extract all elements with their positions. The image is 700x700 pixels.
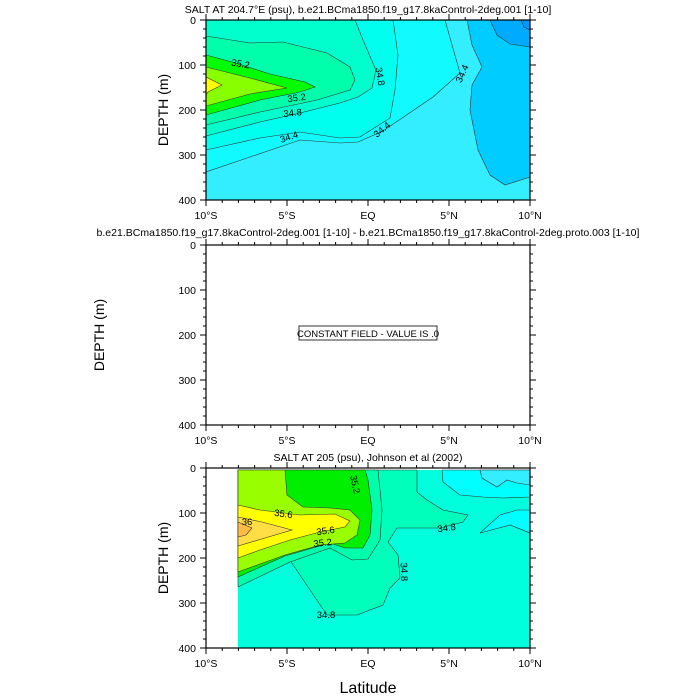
band-34.2 [466,20,530,186]
contour-label: 35.6 [316,525,336,538]
contour-label: 35.2 [230,58,250,72]
constant-field-annotation: CONSTANT FIELD - VALUE IS .0 [297,329,439,340]
y-tick-label: 100 [178,285,196,297]
contour-label: 34.8 [372,67,386,87]
x-tick-label: 10°S [195,210,218,222]
x-tick-label: 5°S [278,658,295,670]
y-tick-label: 200 [178,330,196,342]
contour-label: 34.8 [283,107,303,120]
y-tick-label: 300 [178,375,196,387]
contour-labels: 35.2 35.2 34.8 34.4 34.8 34.4 34.4 [230,58,471,146]
band-36.0 [237,521,253,538]
panel-model-salinity: SALT AT 204.7°E (psu), b.e21.BCma1850.f1… [155,4,551,222]
band-35.8 [237,516,294,547]
y-tick-label: 200 [178,553,196,565]
y-tick-label: 400 [178,643,196,655]
x-tick-label: EQ [360,435,375,447]
contour-label: 35.6 [273,508,293,521]
y-axis-label: DEPTH (m) [91,299,107,371]
y-tick-label: 400 [178,420,196,432]
x-tick-label: 10°N [518,658,541,670]
axes: 10°S 5°S EQ 5°N 10°N 0 100 200 300 400 DEPTH (m) [155,14,542,222]
y-axis-label: DEPTH (m) [155,522,171,594]
contour-labels: 35.2 35.6 36 35.6 35.2 34.8 34.8 34.8 [242,474,457,621]
x-tick-label: 5°S [278,210,295,222]
axes: 10°S 5°S EQ 5°N 10°N 0 100 200 300 400 DEPTH (m) [91,239,542,447]
contour-label: 34.8 [317,610,336,621]
y-tick-label: 200 [178,105,196,117]
contour-label: 34.8 [398,562,410,581]
axes: 10°S 5°S EQ 5°N 10°N 0 100 200 300 400 DEPTH (m) [155,462,542,670]
contour-label: 35.2 [347,474,362,494]
y-tick-label: 0 [190,15,196,27]
band-34.6-tongue [479,509,530,534]
annotation-box [298,325,438,341]
x-tick-label: 10°N [518,435,541,447]
y-tick-label: 100 [178,60,196,72]
band-34.4 [479,469,530,488]
y-tick-label: 0 [190,240,196,252]
contour-label: 34.8 [437,522,457,535]
x-axis-label: Latitude [340,680,397,697]
panel-difference: b.e21.BCma1850.f19_g17.8kaControl-2deg.0… [91,227,640,447]
x-tick-label: 10°N [518,210,541,222]
x-tick-label: 5°N [440,210,458,222]
contour-label: 35.2 [287,92,307,105]
y-tick-label: 100 [178,508,196,520]
y-axis-label: DEPTH (m) [155,74,171,146]
band-35.6 [237,504,351,559]
band-34.0 [489,20,530,48]
contour-label: 36 [242,517,253,528]
panel-observed-salinity: SALT AT 205 (psu), Johnson et al (2002) … [155,452,542,697]
contour-label: 34.4 [279,130,300,146]
x-tick-label: 5°N [440,658,458,670]
y-tick-label: 300 [178,598,196,610]
x-tick-label: EQ [360,658,375,670]
y-tick-label: 400 [178,195,196,207]
band-33.8 [520,20,530,31]
contour-fill [237,469,530,648]
band-35.4 [206,66,288,107]
panel-title: SALT AT 204.7°E (psu), b.e21.BCma1850.f1… [185,4,552,16]
x-tick-label: 5°N [440,435,458,447]
contour-label: 35.2 [313,537,333,550]
x-tick-label: 10°S [195,435,218,447]
panel-title: b.e21.BCma1850.f19_g17.8kaControl-2deg.0… [97,227,640,239]
y-tick-label: 300 [178,150,196,162]
contour-fill [206,20,530,200]
band-35.6 [206,76,223,96]
panel-title: SALT AT 205 (psu), Johnson et al (2002) [274,452,463,464]
x-tick-label: 10°S [195,658,218,670]
y-tick-label: 0 [190,463,196,475]
x-tick-label: EQ [360,210,375,222]
x-tick-label: 5°S [278,435,295,447]
